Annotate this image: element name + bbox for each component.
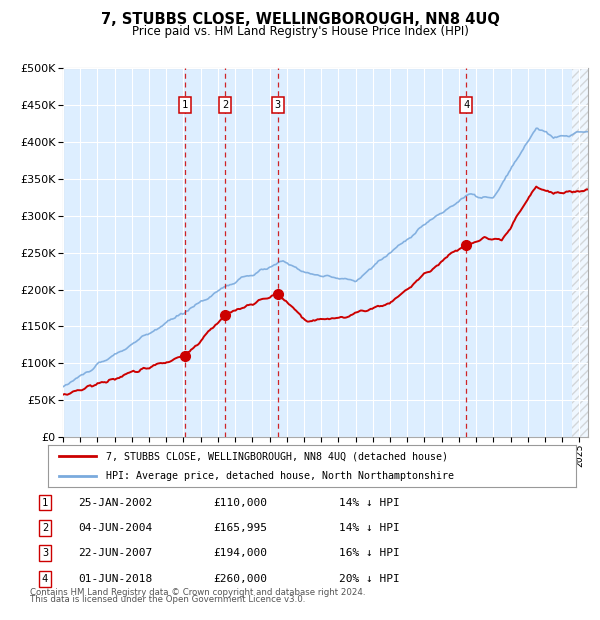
Text: 3: 3 [42, 548, 48, 559]
Text: 7, STUBBS CLOSE, WELLINGBOROUGH, NN8 4UQ (detached house): 7, STUBBS CLOSE, WELLINGBOROUGH, NN8 4UQ… [106, 451, 448, 461]
Text: Price paid vs. HM Land Registry's House Price Index (HPI): Price paid vs. HM Land Registry's House … [131, 25, 469, 38]
Text: 7, STUBBS CLOSE, WELLINGBOROUGH, NN8 4UQ: 7, STUBBS CLOSE, WELLINGBOROUGH, NN8 4UQ [101, 12, 499, 27]
Text: £165,995: £165,995 [213, 523, 267, 533]
Text: £260,000: £260,000 [213, 574, 267, 584]
Text: 25-JAN-2002: 25-JAN-2002 [78, 497, 152, 508]
Text: 22-JUN-2007: 22-JUN-2007 [78, 548, 152, 559]
Text: 4: 4 [463, 100, 469, 110]
Text: 2: 2 [42, 523, 48, 533]
Text: 4: 4 [42, 574, 48, 584]
Text: 01-JUN-2018: 01-JUN-2018 [78, 574, 152, 584]
Text: 16% ↓ HPI: 16% ↓ HPI [339, 548, 400, 559]
Text: £110,000: £110,000 [213, 497, 267, 508]
Text: 14% ↓ HPI: 14% ↓ HPI [339, 497, 400, 508]
Text: 20% ↓ HPI: 20% ↓ HPI [339, 574, 400, 584]
Text: 1: 1 [182, 100, 188, 110]
Text: 2: 2 [222, 100, 228, 110]
Text: 3: 3 [275, 100, 281, 110]
Text: £194,000: £194,000 [213, 548, 267, 559]
Text: 1: 1 [42, 497, 48, 508]
Text: 14% ↓ HPI: 14% ↓ HPI [339, 523, 400, 533]
Text: This data is licensed under the Open Government Licence v3.0.: This data is licensed under the Open Gov… [30, 595, 305, 604]
Text: HPI: Average price, detached house, North Northamptonshire: HPI: Average price, detached house, Nort… [106, 471, 454, 481]
Bar [572, 53, 588, 437]
Text: 04-JUN-2004: 04-JUN-2004 [78, 523, 152, 533]
Text: Contains HM Land Registry data © Crown copyright and database right 2024.: Contains HM Land Registry data © Crown c… [30, 588, 365, 596]
